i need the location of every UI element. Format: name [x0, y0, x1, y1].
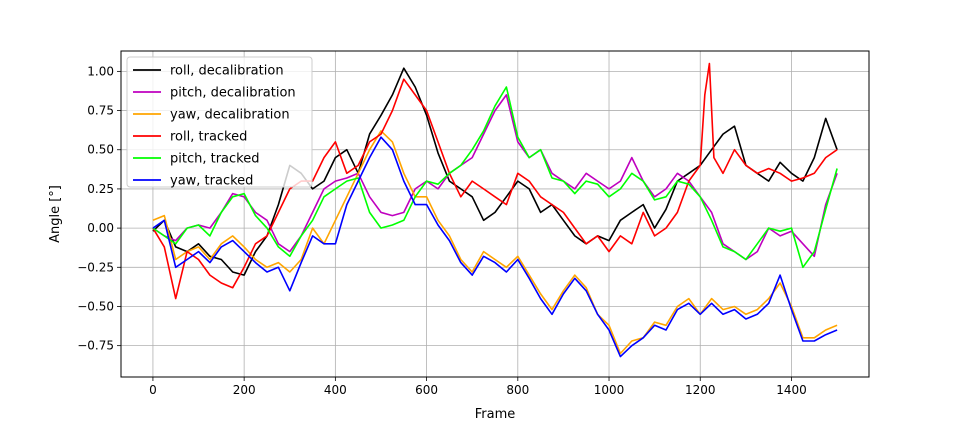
series-line-3 — [152, 62, 838, 300]
y-tick-label: 0.75 — [87, 104, 114, 118]
x-tick-label: 600 — [415, 383, 438, 397]
y-tick-label: −0.25 — [77, 260, 114, 274]
series-line-5 — [152, 136, 838, 358]
x-tick-label: 200 — [233, 383, 256, 397]
legend-label-1: pitch, decalibration — [170, 86, 296, 101]
y-tick-label: −0.50 — [77, 299, 114, 313]
legend-label-2: yaw, decalibration — [170, 108, 290, 123]
legend-label-4: pitch, tracked — [170, 152, 259, 167]
y-tick-label: 0.00 — [87, 221, 114, 235]
series-line-2 — [152, 130, 838, 355]
x-tick-label: 1200 — [685, 383, 716, 397]
x-tick-label: 1400 — [776, 383, 807, 397]
y-tick-label: 0.25 — [87, 182, 114, 196]
legend-label-3: roll, tracked — [170, 130, 247, 145]
x-axis-label: Frame — [475, 407, 516, 422]
legend: roll, decalibration pitch, decalibration y… — [126, 56, 313, 189]
y-axis-label: Angle [°] — [48, 185, 63, 243]
y-tick-label: −0.75 — [77, 339, 114, 353]
legend-label-0: roll, decalibration — [170, 64, 284, 79]
legend-label-5: yaw, tracked — [170, 174, 253, 189]
y-tick-label: 1.00 — [87, 64, 114, 78]
series-line-1 — [152, 94, 838, 261]
series-line-4 — [152, 86, 838, 269]
y-tick-label: 0.50 — [87, 143, 114, 157]
x-tick-label: 400 — [324, 383, 347, 397]
x-tick-label: 0 — [149, 383, 157, 397]
x-tick-label: 800 — [506, 383, 529, 397]
legend-box — [126, 56, 313, 188]
plot-frame — [120, 50, 870, 378]
axis-ticks: 0 200 400 600 800 1000 1200 1400 −0.75 −0.50 −0.25… — [77, 64, 807, 397]
series-lines — [152, 62, 838, 358]
x-tick-label: 1000 — [594, 383, 625, 397]
